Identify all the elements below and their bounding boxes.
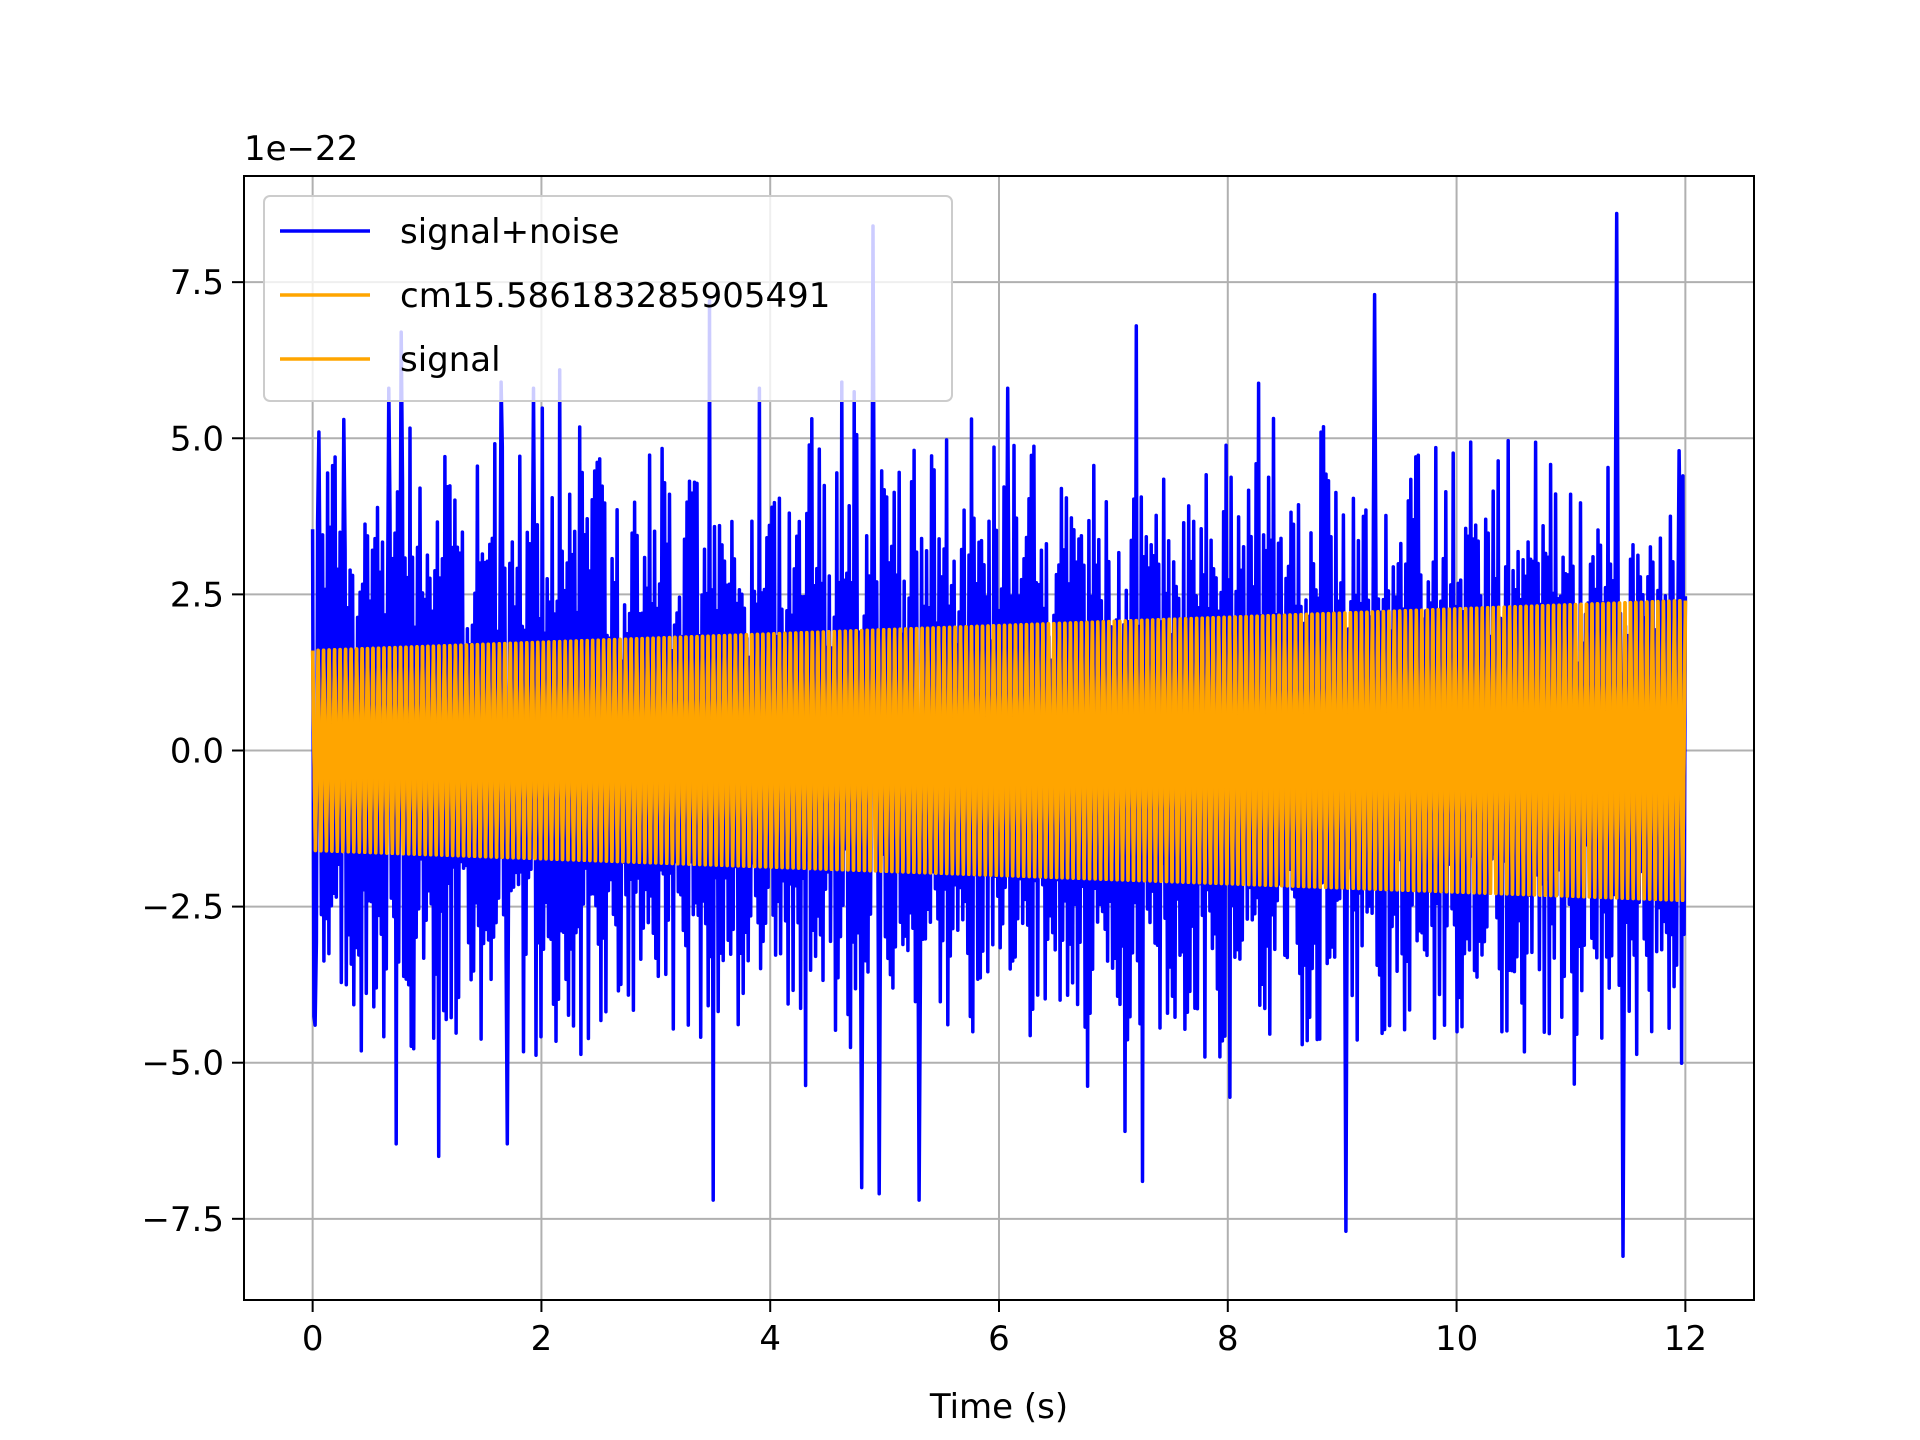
x-axis-label: Time (s) bbox=[929, 1387, 1068, 1427]
x-tick-label: 8 bbox=[1217, 1319, 1239, 1359]
x-tick-label: 6 bbox=[988, 1319, 1010, 1359]
x-tick-label: 10 bbox=[1435, 1319, 1478, 1359]
y-tick-label: 2.5 bbox=[170, 575, 224, 615]
y-axis-ticks: −7.5 −5.0 −2.5 0.0 2.5 5.0 7.5 bbox=[141, 263, 244, 1240]
x-tick-label: 4 bbox=[759, 1319, 781, 1359]
legend: signal+noise cm15.586183285905491 signal bbox=[263, 195, 953, 402]
x-axis-ticks: 0 2 4 6 8 10 12 bbox=[302, 1300, 1707, 1359]
y-tick-label: 7.5 bbox=[170, 263, 224, 303]
x-tick-label: 2 bbox=[531, 1319, 553, 1359]
series-line-signal bbox=[310, 599, 1688, 903]
legend-label-signal-plus-noise: signal+noise bbox=[400, 212, 620, 252]
y-tick-label: −2.5 bbox=[141, 888, 224, 928]
legend-label-cm: cm15.586183285905491 bbox=[400, 276, 830, 316]
y-tick-label: −7.5 bbox=[141, 1200, 224, 1240]
y-tick-label: −5.0 bbox=[141, 1044, 224, 1084]
y-offset-label: 1e−22 bbox=[244, 129, 358, 169]
legend-label-signal: signal bbox=[400, 340, 501, 380]
legend-box bbox=[263, 195, 953, 402]
x-tick-label: 0 bbox=[302, 1319, 324, 1359]
x-tick-label: 12 bbox=[1664, 1319, 1707, 1359]
y-tick-label: 5.0 bbox=[170, 419, 224, 459]
y-tick-label: 0.0 bbox=[170, 731, 224, 771]
